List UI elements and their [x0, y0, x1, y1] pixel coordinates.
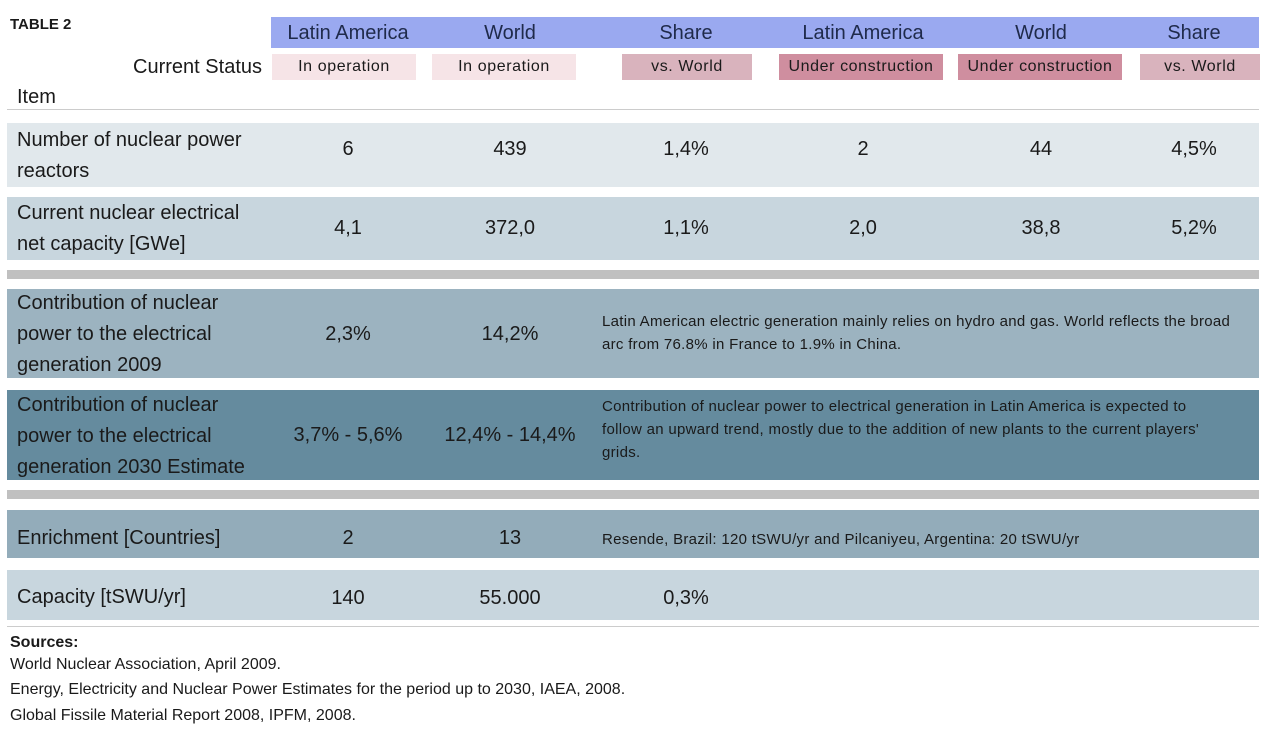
- header-rule: [7, 109, 1259, 110]
- cell-value: 140: [331, 587, 365, 609]
- source-item: World Nuclear Association, April 2009.: [10, 656, 281, 673]
- row-note: Contribution of nuclear power to electri…: [602, 398, 1200, 461]
- section-separator: [7, 270, 1259, 279]
- row-note: Resende, Brazil: 120 tSWU/yr and Pilcani…: [602, 531, 1080, 548]
- cell-value: 13: [498, 527, 522, 549]
- cell-value: 55.000: [479, 587, 541, 609]
- cell-value: 439: [493, 138, 527, 160]
- sources-title: Sources:: [10, 634, 79, 651]
- header-latin-america-operation: Latin America: [287, 22, 409, 44]
- cell-value: 38,8: [1021, 217, 1061, 239]
- row-label: Contribution of nuclear power to the ele…: [17, 394, 245, 478]
- header-world-operation: World: [484, 22, 536, 44]
- cell-value: 2,0: [849, 217, 877, 239]
- row-label: Number of nuclear power reactors: [17, 129, 242, 182]
- header-latin-america-construction: Latin America: [802, 22, 924, 44]
- status-pill-latin-construction: Under construction: [779, 54, 943, 80]
- cell-value: 6: [342, 138, 354, 160]
- source-item: Energy, Electricity and Nuclear Power Es…: [10, 681, 626, 698]
- header-world-construction: World: [1015, 22, 1067, 44]
- cell-value: 5,2%: [1171, 217, 1217, 239]
- cell-value: 3,7% - 5,6%: [293, 424, 403, 446]
- status-pill-latin-operation: In operation: [272, 54, 416, 80]
- status-pill-share-vs-world: vs. World: [622, 54, 752, 80]
- status-pill-world-construction: Under construction: [958, 54, 1122, 80]
- status-pill-share-vs-world-construction: vs. World: [1140, 54, 1260, 80]
- cell-value: 44: [1029, 138, 1053, 160]
- row-label: Capacity [tSWU/yr]: [17, 586, 186, 608]
- cell-value: 2,3%: [325, 323, 371, 345]
- cell-value: 4,1: [334, 217, 362, 239]
- current-status-label: Current Status: [133, 56, 262, 78]
- header-band: [271, 17, 1259, 48]
- table-row: [7, 197, 1259, 260]
- table-row: [7, 510, 1259, 558]
- cell-value: 1,4%: [663, 138, 709, 160]
- table-label: TABLE 2: [10, 16, 72, 33]
- cell-value: 0,3%: [663, 587, 709, 609]
- cell-value: 2: [342, 527, 354, 549]
- row-label: Enrichment [Countries]: [17, 527, 221, 549]
- table-row: [7, 570, 1259, 620]
- cell-value: 12,4% - 14,4%: [444, 424, 576, 446]
- cell-value: 1,1%: [663, 217, 709, 239]
- header-share-operation: Share: [659, 22, 713, 44]
- item-label: Item: [17, 86, 56, 108]
- cell-value: 14,2%: [481, 323, 539, 345]
- cell-value: 372,0: [484, 217, 536, 239]
- row-label: Contribution of nuclear power to the ele…: [17, 292, 219, 376]
- table-row: [7, 390, 1259, 480]
- bottom-rule: [7, 626, 1259, 627]
- table-row: [7, 123, 1259, 187]
- status-pill-world-operation: In operation: [432, 54, 576, 80]
- row-label: Current nuclear electrical net capacity …: [17, 202, 240, 255]
- cell-value: 2: [857, 138, 869, 160]
- table-row: [7, 289, 1259, 378]
- cell-value: 4,5%: [1171, 138, 1217, 160]
- row-note: Latin American electric generation mainl…: [602, 313, 1231, 353]
- section-separator: [7, 490, 1259, 499]
- source-item: Global Fissile Material Report 2008, IPF…: [10, 707, 356, 724]
- header-share-construction: Share: [1167, 22, 1221, 44]
